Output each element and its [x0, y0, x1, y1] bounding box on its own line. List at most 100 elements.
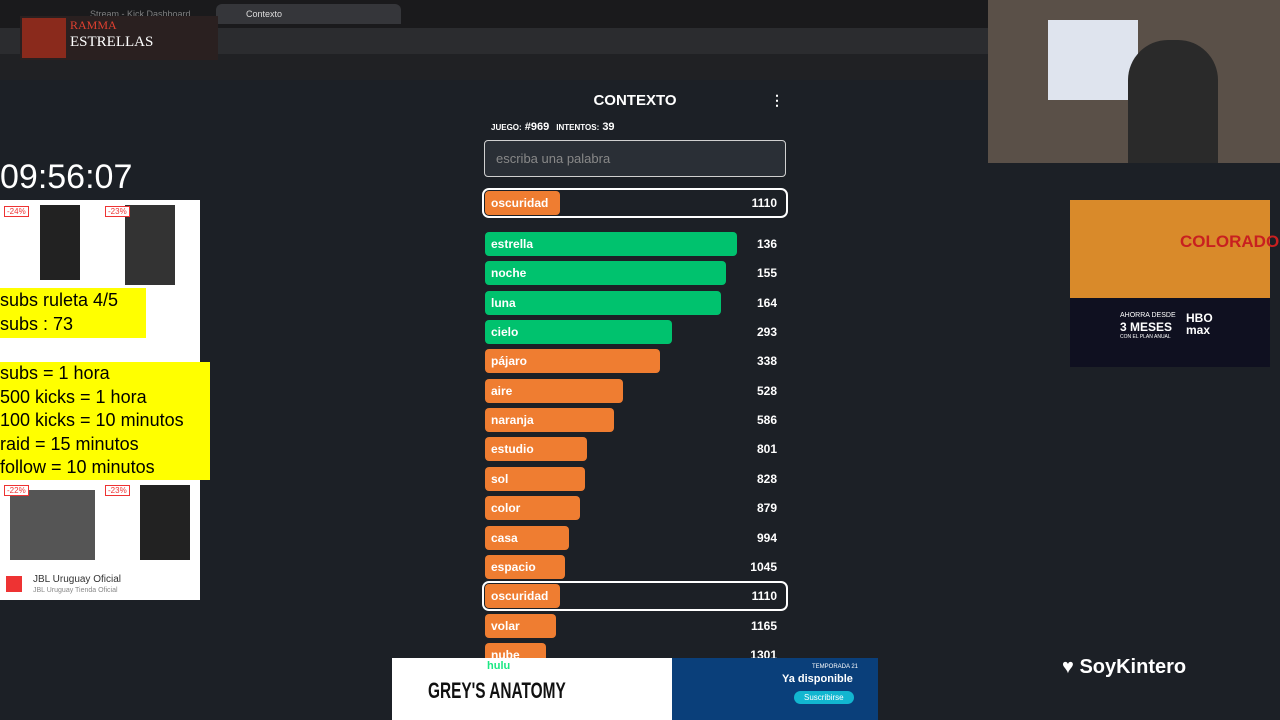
subscribe-button[interactable]: Suscribirse: [794, 691, 854, 704]
game-title: CONTEXTO: [593, 92, 677, 109]
clock: 09:56:07: [0, 158, 133, 196]
goal: subs : 73: [0, 314, 74, 334]
tab[interactable]: Stream - Kick Dashboard: [90, 9, 191, 19]
guess-row: color 879: [485, 496, 785, 521]
label: JUEGO:: [491, 123, 522, 132]
song-overlay: RAMMA ESTRELLAS: [20, 16, 218, 60]
discount: -23%: [105, 206, 130, 217]
product-image: [125, 205, 175, 285]
guess-row: noche 155: [485, 261, 785, 286]
ad-text: 3 MESES: [1120, 320, 1173, 334]
rank-bar: [485, 466, 585, 491]
rank-bar: [485, 290, 722, 315]
rank-bar: [485, 437, 588, 462]
artist: RAMMA: [70, 18, 117, 32]
rank-bar: [485, 408, 614, 433]
product-image: [140, 485, 190, 560]
guess-row: casa 994: [485, 525, 785, 550]
word: pájaro: [491, 354, 528, 369]
word: espacio: [491, 559, 536, 574]
guess-row: sol 828: [485, 466, 785, 491]
word: oscuridad: [491, 589, 549, 604]
guess-row: volar 1165: [485, 613, 785, 638]
guess-row: luna 164: [485, 290, 785, 315]
discount: -23%: [105, 485, 130, 496]
rank-bar: [485, 525, 570, 550]
guess-row: oscuridad 1110: [482, 581, 788, 612]
word: luna: [491, 295, 516, 310]
rule: 100 kicks = 10 minutos: [0, 410, 184, 430]
tab[interactable]: Contexto: [216, 4, 401, 24]
word: noche: [491, 266, 527, 281]
discount: -22%: [4, 485, 29, 496]
person: [1128, 40, 1218, 163]
rank: 1045: [750, 559, 777, 574]
rank-bar: [485, 261, 726, 286]
word: casa: [491, 530, 518, 545]
menu-button[interactable]: ⋮: [770, 92, 784, 108]
rank-bar: [485, 232, 737, 256]
word: volar: [491, 618, 520, 633]
rank: 528: [756, 383, 777, 398]
brand-logo: [6, 576, 22, 592]
rank-bar: [485, 496, 580, 521]
rule: subs = 1 hora: [0, 363, 110, 383]
rank-bar: [485, 554, 565, 579]
word: naranja: [491, 413, 534, 428]
word-input[interactable]: escriba una palabra: [484, 140, 786, 177]
word: estrella: [491, 237, 534, 251]
product-image: [40, 205, 80, 280]
rank-bar: [485, 378, 623, 403]
guess-row: estrella 136: [485, 232, 785, 256]
rank-bar: [485, 349, 661, 374]
rank-bar: [485, 191, 560, 215]
season: TEMPORADA 21: [812, 664, 859, 670]
guess-row: naranja 586: [485, 408, 785, 433]
product-image: [10, 490, 95, 560]
rank-bar: [485, 584, 560, 609]
album-art: [22, 18, 66, 58]
hbo-ad[interactable]: COLORADO AHORRA DESDE 3 MESES CON EL PLA…: [1070, 200, 1279, 367]
rank-bar: [485, 320, 673, 345]
rank: 994: [756, 530, 777, 545]
game-info: JUEGO: #969 INTENTOS: 39: [491, 121, 615, 133]
guess-row: oscuridad 1110: [482, 188, 788, 218]
rule: raid = 15 minutos: [0, 433, 139, 454]
guess-row: estudio 801: [485, 437, 785, 462]
rank: 293: [756, 325, 777, 340]
rule: 500 kicks = 1 hora: [0, 386, 147, 407]
rank: 164: [756, 295, 777, 310]
status: Ya disponible: [782, 673, 853, 685]
ad-text: CON EL PLAN ANUAL: [1120, 334, 1171, 340]
ad-brand: HBO max: [1186, 311, 1213, 337]
disney-ad[interactable]: TEMPORADA 21 Ya disponible Suscribirse: [672, 658, 878, 720]
webcam: [988, 0, 1280, 163]
placeholder: escriba una palabra: [496, 151, 611, 166]
rank: 136: [756, 237, 777, 251]
song-title: ESTRELLAS: [70, 34, 154, 50]
word: color: [491, 501, 521, 516]
ad-image: [1070, 200, 1270, 298]
rank: 586: [756, 413, 777, 428]
show: COLORADO: [1180, 232, 1280, 251]
word: estudio: [491, 442, 534, 457]
discount: -24%: [4, 206, 29, 217]
rank: 828: [756, 471, 777, 486]
hulu-ad[interactable]: hulu GREY'S ANATOMY: [392, 658, 672, 720]
rank: 1110: [751, 196, 777, 210]
network: hulu: [487, 660, 511, 672]
guess-row: cielo 293: [485, 320, 785, 345]
rules: subs = 1 hora 500 kicks = 1 hora 100 kicks…: [0, 362, 210, 480]
streamer: ♥ SoyKintero: [1062, 656, 1187, 678]
ad-text: AHORRA DESDE: [1120, 312, 1176, 319]
goals: subs ruleta 4/5 subs : 73: [0, 288, 146, 338]
rank: 801: [756, 442, 777, 457]
rank: 155: [756, 266, 777, 281]
attempts: 39: [602, 121, 615, 133]
game-number: #969: [524, 121, 550, 133]
guess-row: pájaro 338: [485, 349, 785, 374]
streamer-name: SoyKintero: [1079, 656, 1187, 678]
flag: [1048, 20, 1138, 100]
show: GREY'S ANATOMY: [428, 678, 566, 703]
